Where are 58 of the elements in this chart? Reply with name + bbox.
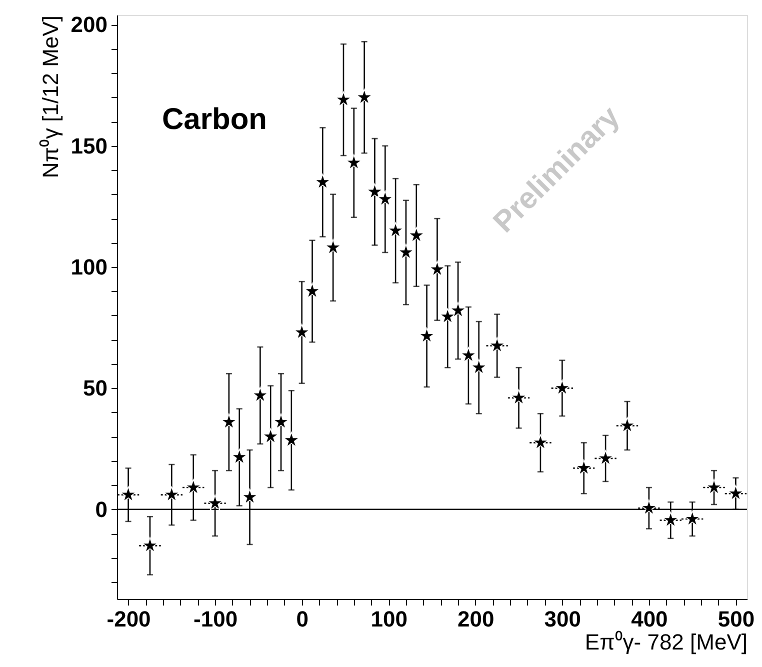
point: [597, 450, 614, 466]
point: [510, 389, 527, 405]
point: [662, 512, 679, 528]
y-tick-label: 150: [70, 133, 108, 158]
point: [272, 414, 290, 430]
x-tick-label: 400: [631, 606, 668, 632]
annotation: Carbon: [162, 103, 267, 136]
point: [460, 347, 477, 362]
point: [325, 239, 342, 255]
y-tick-label: 200: [70, 12, 108, 38]
point: [429, 260, 446, 276]
point: [728, 485, 744, 501]
point: [283, 432, 300, 448]
point: [387, 222, 404, 238]
point: [366, 183, 383, 199]
point: [640, 500, 658, 516]
point: [440, 308, 456, 324]
x-tick-label: 0: [296, 606, 308, 632]
point: [304, 282, 320, 298]
x-tick-label: -200: [106, 606, 151, 632]
point: [294, 324, 310, 340]
x-tick-label: -100: [194, 606, 238, 632]
point: [706, 479, 722, 494]
point: [408, 227, 424, 242]
point: [164, 486, 180, 502]
point: [450, 302, 466, 318]
x-tick-label: 100: [370, 606, 408, 632]
point: [206, 494, 224, 510]
y-tick-label: 100: [70, 254, 108, 280]
point: [262, 428, 279, 444]
point: [619, 417, 636, 433]
x-axis-title: Eπ⁰γ- 782 [MeV]: [584, 630, 748, 654]
point: [377, 190, 394, 206]
point: [356, 88, 372, 104]
point: [554, 380, 570, 396]
point: [231, 448, 248, 464]
point: [335, 91, 352, 107]
x-tick-label: 500: [718, 606, 755, 632]
point: [398, 244, 414, 260]
point: [684, 510, 700, 526]
point: [220, 414, 238, 430]
point: [418, 328, 435, 343]
point: [142, 537, 158, 553]
point: [120, 486, 136, 502]
point: [185, 479, 202, 494]
y-tick-label: 0: [95, 496, 108, 522]
point: [314, 174, 331, 190]
point: [252, 386, 268, 402]
y-axis-title: Nπ⁰γ [1/12 MeV]: [38, 16, 63, 178]
point: [489, 337, 506, 353]
point: [532, 434, 549, 450]
y-tick-label: 50: [83, 376, 108, 401]
x-tick-label: 200: [458, 606, 494, 632]
point: [242, 488, 258, 504]
point: [470, 359, 487, 375]
x-tick-label: 300: [544, 606, 582, 632]
point: [346, 154, 362, 170]
point: [576, 460, 592, 476]
